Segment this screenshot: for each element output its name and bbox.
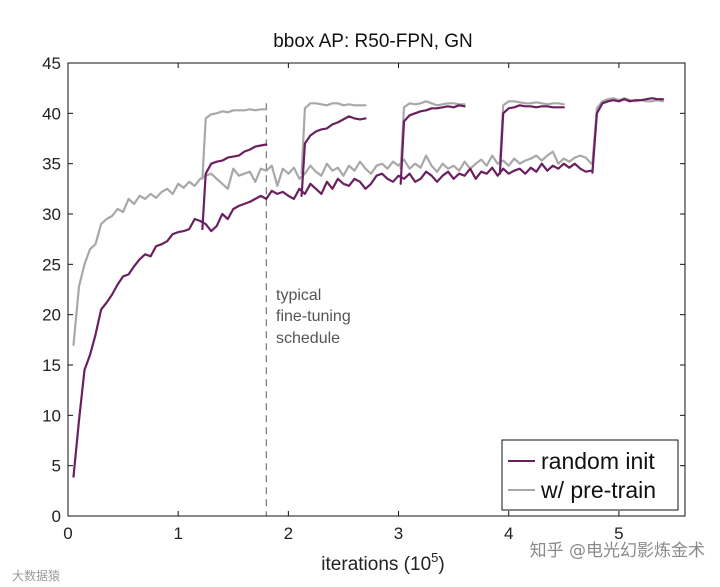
series-random-init-line-finetune-4 xyxy=(498,104,565,175)
legend-label-pre-train: w/ pre-train xyxy=(540,477,656,503)
series-random-init-line-finetune-1 xyxy=(201,143,268,231)
series-pre-train-line-finetune-5 xyxy=(591,97,665,165)
y-tick-label: 5 xyxy=(52,457,61,476)
x-tick-label: 4 xyxy=(504,524,513,543)
y-tick-label: 45 xyxy=(42,54,61,73)
y-tick-label: 10 xyxy=(42,406,61,425)
series-pre-train-line-finetune-2 xyxy=(300,102,367,175)
plot-area xyxy=(72,97,665,516)
legend-label-random-init: random init xyxy=(541,448,655,474)
x-axis-ticks: 0 1 2 3 4 5 xyxy=(63,63,624,543)
x-tick-label: 3 xyxy=(394,524,403,543)
axes-frame xyxy=(67,62,686,517)
series-pre-train-line-main xyxy=(72,150,593,346)
y-tick-label: 20 xyxy=(42,306,61,325)
legend: random init w/ pre-train xyxy=(501,439,679,511)
annotation-line-2: fine-tuning xyxy=(276,308,351,325)
y-tick-label: 25 xyxy=(42,255,61,274)
y-tick-label: 30 xyxy=(42,205,61,224)
y-axis-ticks: 0 5 10 15 20 25 30 35 40 45 xyxy=(42,54,685,526)
x-axis-label-main: iterations (10 xyxy=(321,554,431,575)
series-random-init-line-main xyxy=(72,162,593,478)
series-random-init-line-finetune-5 xyxy=(591,97,665,174)
series-random-init-line-finetune-2 xyxy=(300,115,367,197)
y-tick-label: 40 xyxy=(42,104,61,123)
x-tick-label: 2 xyxy=(284,524,293,543)
x-tick-label: 1 xyxy=(173,524,182,543)
x-tick-label: 5 xyxy=(614,524,623,543)
x-tick-label: 0 xyxy=(63,524,72,543)
series-pre-train-line-finetune-1 xyxy=(201,108,268,180)
chart-title: bbox AP: R50-FPN, GN xyxy=(273,31,473,52)
x-axis-label-end: ) xyxy=(438,554,444,575)
series-random-init-line-finetune-3 xyxy=(399,104,466,185)
x-axis-label-sup: 5 xyxy=(431,550,438,565)
series-pre-train-line-finetune-3 xyxy=(399,100,466,170)
series-pre-train-line-finetune-4 xyxy=(498,100,565,165)
annotation-line-3: schedule xyxy=(276,330,340,347)
y-tick-label: 0 xyxy=(52,507,61,526)
y-tick-label: 15 xyxy=(42,356,61,375)
y-tick-label: 35 xyxy=(42,155,61,174)
x-axis-label: iterations (105) xyxy=(321,550,444,575)
annotation-line-1: typical xyxy=(276,287,321,304)
watermark-right: 知乎 @电光幻影炼金术 xyxy=(530,541,705,561)
watermark-left: 大数据猿 xyxy=(12,568,60,583)
legend-box xyxy=(501,439,679,511)
